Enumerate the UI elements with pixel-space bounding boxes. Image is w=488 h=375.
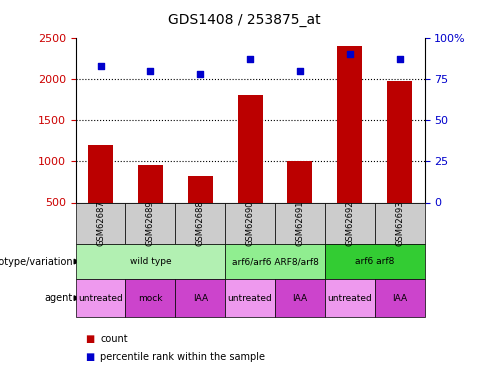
Bar <box>88 145 113 244</box>
Text: ■: ■ <box>85 352 95 362</box>
Bar <box>287 161 312 244</box>
Text: GSM62688: GSM62688 <box>196 200 205 246</box>
Text: untreated: untreated <box>78 294 123 303</box>
Text: untreated: untreated <box>327 294 372 303</box>
Bar <box>188 176 213 244</box>
Text: arf6 arf8: arf6 arf8 <box>355 257 394 266</box>
Text: GSM62693: GSM62693 <box>395 200 404 246</box>
Text: GSM62692: GSM62692 <box>346 200 354 246</box>
Text: IAA: IAA <box>193 294 208 303</box>
Text: IAA: IAA <box>292 294 307 303</box>
Text: arf6/arf6 ARF8/arf8: arf6/arf6 ARF8/arf8 <box>232 257 319 266</box>
Point <box>146 68 154 74</box>
Bar <box>337 46 362 244</box>
Text: agent: agent <box>44 293 73 303</box>
Point <box>246 56 254 62</box>
Point <box>346 51 354 57</box>
Bar <box>238 95 263 244</box>
Point <box>97 63 104 69</box>
Text: IAA: IAA <box>392 294 407 303</box>
Bar <box>387 81 412 244</box>
Text: GDS1408 / 253875_at: GDS1408 / 253875_at <box>168 13 320 27</box>
Text: GSM62687: GSM62687 <box>96 200 105 246</box>
Text: mock: mock <box>138 294 163 303</box>
Point <box>396 56 404 62</box>
Text: ■: ■ <box>85 334 95 344</box>
Text: GSM62690: GSM62690 <box>245 200 255 246</box>
Bar <box>138 165 163 244</box>
Text: GSM62691: GSM62691 <box>295 200 305 246</box>
Point <box>296 68 304 74</box>
Text: GSM62689: GSM62689 <box>146 200 155 246</box>
Point <box>196 71 204 77</box>
Text: wild type: wild type <box>130 257 171 266</box>
Text: untreated: untreated <box>228 294 272 303</box>
Text: genotype/variation: genotype/variation <box>0 256 73 267</box>
Text: count: count <box>100 334 128 344</box>
Text: percentile rank within the sample: percentile rank within the sample <box>100 352 265 362</box>
